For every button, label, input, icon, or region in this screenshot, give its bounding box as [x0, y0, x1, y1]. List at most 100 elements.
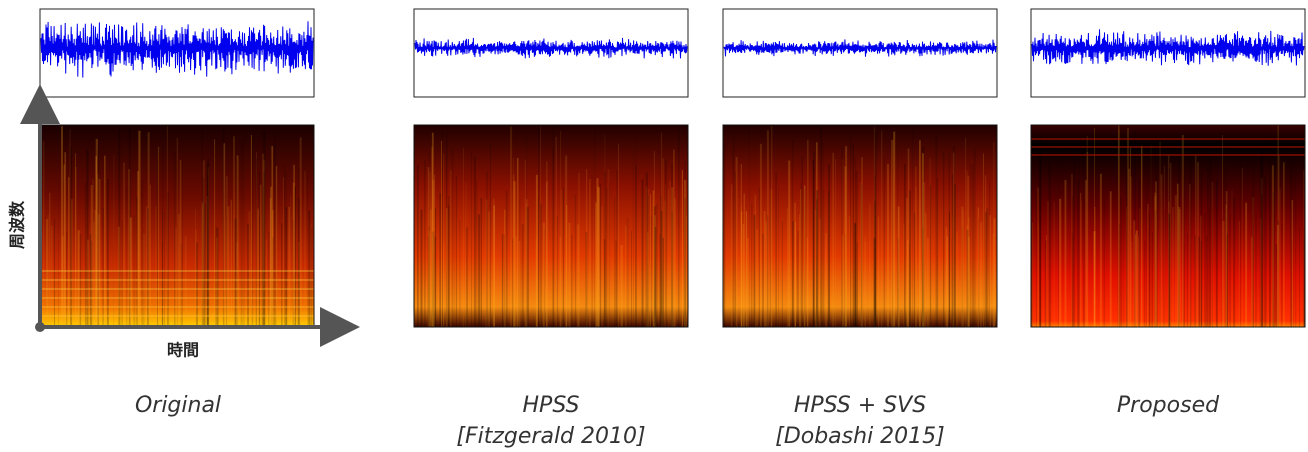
- spectrogram-streak: [1148, 213, 1151, 327]
- spectrogram-streak: [1226, 202, 1228, 327]
- spectrogram-streak: [113, 242, 114, 327]
- spectrogram-streak: [909, 190, 911, 327]
- spectrogram-streak: [216, 227, 219, 327]
- spectrogram-streak: [275, 184, 277, 327]
- spectrogram-streak: [68, 177, 70, 327]
- spectrogram-streak: [559, 236, 561, 327]
- spectrogram-streak: [756, 229, 758, 327]
- panel-caption: [Dobashi 2015]: [775, 424, 945, 449]
- spectrogram-streak: [671, 187, 674, 327]
- spectrogram-streak: [128, 169, 130, 327]
- spectrogram-streak: [525, 199, 528, 327]
- spectrogram-streak: [1169, 163, 1172, 327]
- spectrogram-streak: [936, 178, 939, 327]
- spectrogram-streak: [90, 240, 93, 327]
- spectrogram-streak: [251, 144, 253, 327]
- spectrogram-streak: [1126, 207, 1128, 327]
- spectrogram-streak: [786, 208, 789, 327]
- spectrogram-streak: [1160, 174, 1163, 327]
- spectrogram-streak: [848, 215, 851, 327]
- spectrogram-streak: [43, 141, 45, 327]
- spectrogram-streak: [842, 235, 844, 327]
- spectrogram-streak: [1226, 233, 1229, 327]
- panel-caption: Original: [135, 393, 221, 418]
- spectrogram-streak: [102, 207, 104, 327]
- spectrogram-streak: [1118, 125, 1120, 327]
- spectrogram-streak: [1093, 231, 1096, 327]
- spectrogram-streak: [47, 214, 50, 327]
- spectrogram-streak: [138, 130, 141, 327]
- spectrogram-streak: [788, 160, 791, 327]
- spectrogram-streak: [1261, 142, 1263, 327]
- waveform: [40, 21, 314, 78]
- spectrogram-streak: [978, 218, 980, 327]
- spectrogram-streak: [288, 206, 290, 327]
- spectrogram-streak: [298, 168, 300, 327]
- spectrogram-streak: [1269, 179, 1271, 327]
- spectrogram-streak: [46, 219, 48, 327]
- spectrogram-streak: [1038, 146, 1041, 327]
- spectrogram-streak: [1094, 206, 1096, 327]
- spectrogram-streak: [223, 143, 226, 327]
- spectrogram-streak: [1035, 194, 1037, 327]
- spectrogram-streak: [1064, 180, 1067, 327]
- spectrogram-streak: [922, 146, 925, 327]
- spectrogram-streak: [240, 141, 243, 327]
- waveform: [1031, 29, 1305, 66]
- spectrogram-streak: [966, 229, 969, 327]
- spectrogram-streak: [1141, 145, 1143, 327]
- spectrogram-streak: [512, 174, 515, 327]
- spectrogram-band: [40, 270, 314, 272]
- spectrogram-streak: [1138, 208, 1141, 327]
- spectrogram-streak: [434, 174, 435, 327]
- spectrogram-streak: [1196, 162, 1199, 327]
- spectrogram-streak: [504, 209, 506, 327]
- spectrogram-streak: [963, 210, 964, 327]
- spectrogram-streak: [828, 164, 830, 327]
- spectrogram-streak: [1178, 209, 1181, 327]
- spectrogram-streak: [1039, 136, 1042, 327]
- spectrogram-streak: [1053, 201, 1055, 327]
- spectrogram-streak: [586, 169, 588, 327]
- spectrogram-streak: [1174, 195, 1177, 327]
- spectrogram: [723, 125, 997, 327]
- spectrogram-streak: [143, 229, 145, 327]
- spectrogram-streak: [604, 134, 606, 327]
- spectrogram-streak: [179, 159, 182, 327]
- spectrogram-streak: [262, 186, 264, 327]
- spectrogram-streak: [439, 193, 441, 327]
- spectrogram-streak: [492, 198, 495, 327]
- spectrogram-streak: [1239, 132, 1241, 327]
- spectrogram: [414, 125, 688, 327]
- spectrogram-streak: [471, 151, 472, 327]
- spectrogram-streak: [641, 179, 644, 327]
- spectrogram-streak: [1291, 240, 1293, 327]
- spectrogram-streak: [1156, 152, 1158, 327]
- spectrogram-streak: [294, 186, 297, 327]
- spectrogram-streak: [762, 233, 764, 327]
- spectrogram-streak: [874, 131, 877, 327]
- spectrogram-band: [40, 315, 314, 317]
- spectrogram-streak: [1189, 184, 1191, 327]
- spectrogram-streak: [516, 157, 519, 327]
- spectrogram-streak: [1278, 154, 1280, 327]
- spectrogram-streak: [992, 233, 995, 327]
- spectrogram-streak: [1186, 233, 1188, 327]
- spectrogram-streak: [1211, 178, 1213, 327]
- spectrogram-streak: [207, 158, 210, 327]
- spectrogram-streak: [466, 227, 468, 327]
- spectrogram-streak: [552, 146, 554, 327]
- spectrogram-streak: [428, 152, 431, 327]
- spectrogram-streak: [69, 129, 71, 327]
- spectrogram-streak: [740, 163, 742, 327]
- spectrogram-streak: [202, 201, 205, 327]
- spectrogram-streak: [1138, 180, 1140, 327]
- spectrogram-streak: [204, 204, 206, 327]
- spectrogram-streak: [965, 137, 967, 327]
- spectrogram-streak: [842, 159, 844, 327]
- spectrogram-streak: [273, 143, 275, 327]
- spectrogram-streak: [821, 142, 824, 327]
- spectrogram-streak: [591, 174, 593, 327]
- spectrogram-streak: [980, 221, 983, 327]
- spectrogram-streak: [206, 196, 208, 327]
